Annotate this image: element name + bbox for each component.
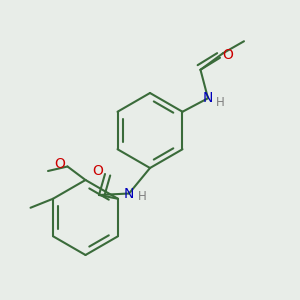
Text: N: N bbox=[203, 91, 213, 105]
Text: H: H bbox=[138, 190, 147, 203]
Text: O: O bbox=[222, 48, 233, 62]
Text: N: N bbox=[124, 187, 134, 200]
Text: O: O bbox=[55, 157, 65, 170]
Text: H: H bbox=[216, 96, 225, 109]
Text: O: O bbox=[92, 164, 103, 178]
